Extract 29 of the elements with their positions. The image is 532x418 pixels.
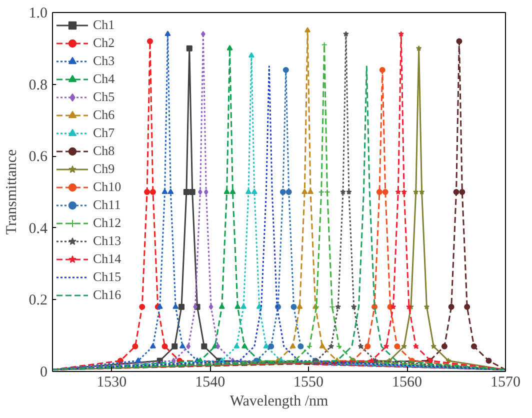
x-tick-label: 1570 <box>490 374 520 390</box>
legend-label: Ch9 <box>93 160 115 178</box>
legend-label: Ch1 <box>93 16 115 34</box>
legend-label: Ch10 <box>93 178 122 196</box>
legend-label: Ch2 <box>93 34 115 52</box>
legend-label: Ch7 <box>93 124 115 142</box>
legend-label: Ch8 <box>93 142 115 160</box>
y-tick-label: 1.0 <box>28 6 48 22</box>
legend-label: Ch16 <box>93 286 122 304</box>
legend-label: Ch14 <box>93 250 122 268</box>
x-tick-label: 1540 <box>195 374 226 390</box>
y-tick-label: 0 <box>40 364 48 380</box>
legend-label: Ch5 <box>93 88 115 106</box>
y-axis-title: Transmittance <box>4 149 20 235</box>
legend-label: Ch13 <box>93 232 122 250</box>
y-tick-label: 0.8 <box>28 77 48 94</box>
y-tick-label: 0.4 <box>28 220 48 237</box>
x-tick-label: 1550 <box>294 374 324 390</box>
legend-label: Ch4 <box>93 70 115 88</box>
x-tick-label: 1530 <box>96 374 127 390</box>
legend-label: Ch12 <box>93 214 122 232</box>
y-tick-label: 0.6 <box>28 149 48 166</box>
y-tick-label: 0.2 <box>28 292 48 309</box>
legend-label: Ch15 <box>93 268 122 286</box>
x-axis-title: Wavelength /nm <box>230 394 329 410</box>
legend-label: Ch11 <box>93 196 121 214</box>
legend-label: Ch3 <box>93 52 115 70</box>
legend-label: Ch6 <box>93 106 115 124</box>
x-tick-label: 1560 <box>392 374 422 390</box>
